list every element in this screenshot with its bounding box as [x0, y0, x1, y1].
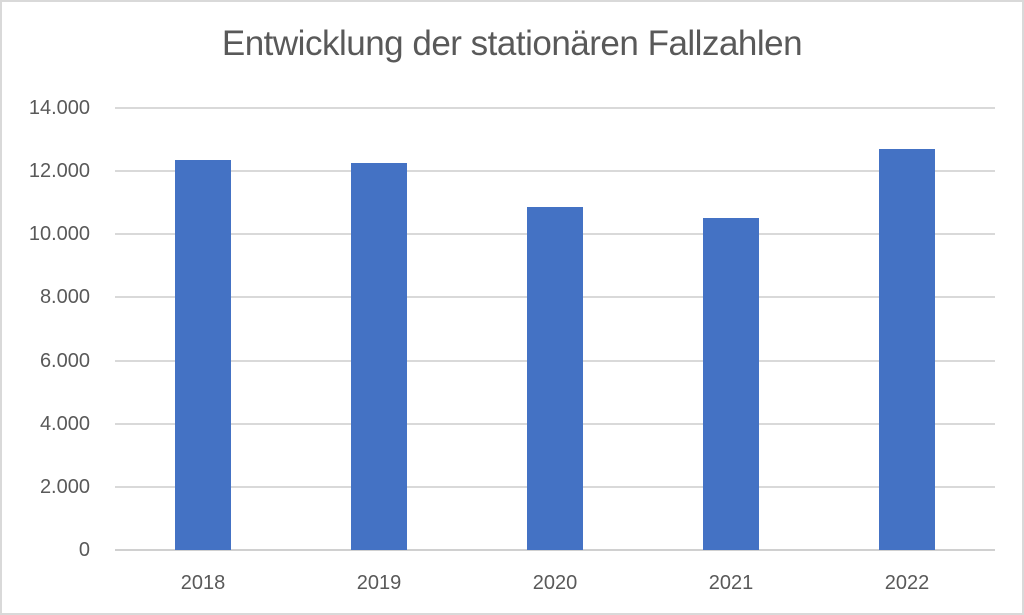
x-tick-label: 2018 [180, 572, 226, 594]
y-tick-label: 12.000 [28, 160, 90, 182]
y-tick-label: 14.000 [28, 97, 90, 119]
x-tick-label: 2020 [532, 572, 578, 594]
y-tick-label: 4.000 [39, 413, 90, 435]
x-tick-label: 2022 [884, 572, 930, 594]
y-tick-label: 0 [78, 539, 90, 561]
bar-2021 [703, 218, 759, 550]
gridline [115, 170, 995, 172]
x-axis-line [115, 549, 995, 551]
bar-2020 [527, 207, 583, 550]
x-tick-label: 2019 [356, 572, 402, 594]
bar-2019 [351, 163, 407, 550]
y-tick-label: 10.000 [28, 223, 90, 245]
chart-title: Entwicklung der stationären Fallzahlen [221, 24, 803, 63]
bar-2018 [175, 160, 231, 550]
y-tick-label: 8.000 [39, 286, 90, 308]
y-tick-label: 6.000 [39, 350, 90, 372]
bar-2022 [879, 149, 935, 550]
y-tick-label: 2.000 [39, 476, 90, 498]
plot-area [115, 107, 995, 551]
gridline [115, 107, 995, 109]
x-tick-label: 2021 [708, 572, 754, 594]
